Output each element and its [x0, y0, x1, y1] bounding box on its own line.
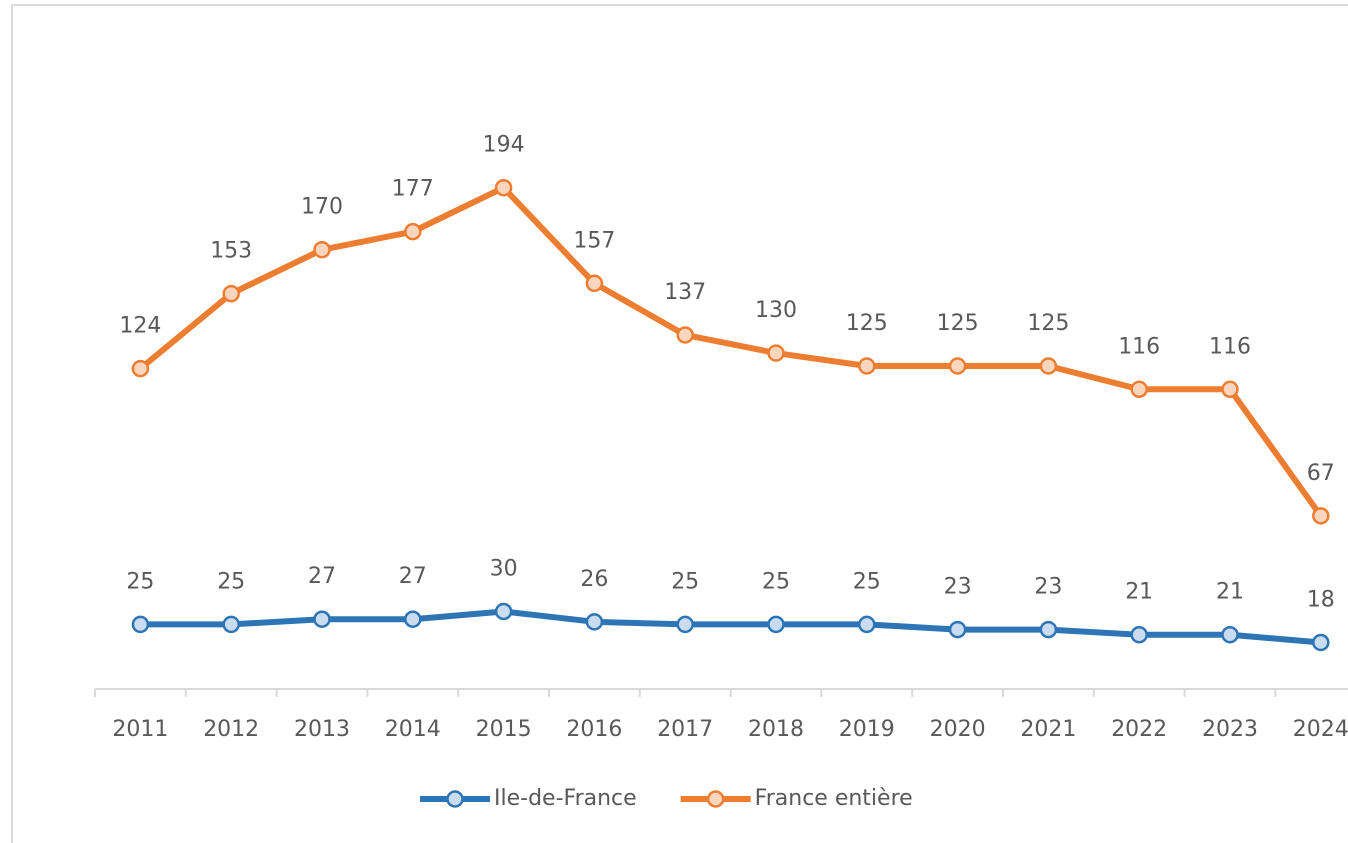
data-label: 21: [1216, 580, 1244, 605]
point-marker: [494, 178, 513, 197]
legend-label: France entière: [755, 786, 913, 811]
data-label: 116: [1118, 334, 1160, 359]
x-tick-label: 2022: [1111, 717, 1167, 742]
point-marker: [1039, 357, 1058, 375]
data-label: 125: [937, 311, 979, 336]
data-label: 23: [944, 575, 972, 600]
point-marker: [1130, 380, 1148, 399]
point-marker: [404, 610, 422, 628]
x-tick-label: 2019: [839, 717, 895, 742]
data-label: 27: [399, 564, 427, 589]
x-tick-label: 2023: [1202, 717, 1258, 742]
data-label: 18: [1307, 587, 1335, 612]
point-marker: [1130, 625, 1148, 644]
data-label: 27: [308, 564, 336, 589]
point-marker: [222, 615, 240, 634]
legend-marker: [706, 790, 725, 808]
point-marker: [676, 615, 694, 634]
data-label: 130: [755, 298, 797, 323]
data-label: 21: [1125, 580, 1153, 605]
x-tick-label: 2013: [294, 717, 350, 742]
data-label: 125: [846, 311, 888, 336]
data-label: 157: [573, 228, 615, 253]
point-marker: [858, 357, 876, 375]
point-marker: [676, 326, 694, 344]
point-marker: [585, 274, 604, 293]
legend-label: Ile-de-France: [494, 786, 637, 811]
data-label: 170: [301, 195, 343, 220]
chart-border: [11, 4, 1348, 843]
point-marker: [948, 357, 967, 375]
data-label: 116: [1209, 334, 1251, 359]
series-line: [138, 184, 1324, 518]
point-marker: [767, 344, 785, 362]
point-marker: [858, 615, 876, 634]
data-label: 25: [853, 569, 881, 594]
point-marker: [131, 615, 150, 634]
point-marker: [1221, 625, 1239, 644]
data-label: 153: [210, 239, 252, 264]
x-tick-label: 2011: [112, 717, 168, 742]
x-tick-label: 2015: [476, 717, 532, 742]
data-label: 25: [217, 569, 245, 594]
data-label: 25: [126, 569, 154, 594]
data-label: 25: [762, 569, 790, 594]
series-line: [140, 608, 1322, 646]
x-tick-label: 2016: [566, 717, 622, 742]
data-label: 26: [580, 567, 608, 592]
point-marker: [404, 222, 422, 241]
data-label: 125: [1027, 311, 1069, 336]
data-label: 137: [664, 280, 706, 305]
x-tick-label: 2012: [203, 717, 259, 742]
point-marker: [1221, 380, 1239, 399]
point-marker: [222, 284, 240, 303]
point-marker: [767, 615, 785, 634]
point-marker: [1312, 507, 1330, 525]
point-marker: [313, 610, 331, 628]
point-marker: [313, 240, 331, 259]
data-label: 177: [392, 177, 434, 202]
x-tick-label: 2024: [1293, 717, 1348, 742]
point-marker: [948, 620, 967, 639]
legend-marker: [446, 790, 464, 808]
point-marker: [1039, 620, 1058, 639]
point-marker: [494, 602, 513, 621]
point-marker: [585, 613, 604, 631]
point-marker: [1312, 633, 1330, 652]
data-label: 30: [490, 556, 518, 581]
x-tick-label: 2020: [930, 717, 986, 742]
data-label: 67: [1307, 461, 1335, 486]
data-label: 194: [483, 133, 525, 158]
data-label: 124: [119, 314, 161, 339]
point-marker: [131, 359, 150, 378]
x-tick-label: 2021: [1020, 717, 1076, 742]
x-tick-label: 2018: [748, 717, 804, 742]
x-tick-label: 2014: [385, 717, 441, 742]
x-tick-label: 2017: [657, 717, 713, 742]
data-label: 25: [671, 569, 699, 594]
data-label: 23: [1034, 575, 1062, 600]
